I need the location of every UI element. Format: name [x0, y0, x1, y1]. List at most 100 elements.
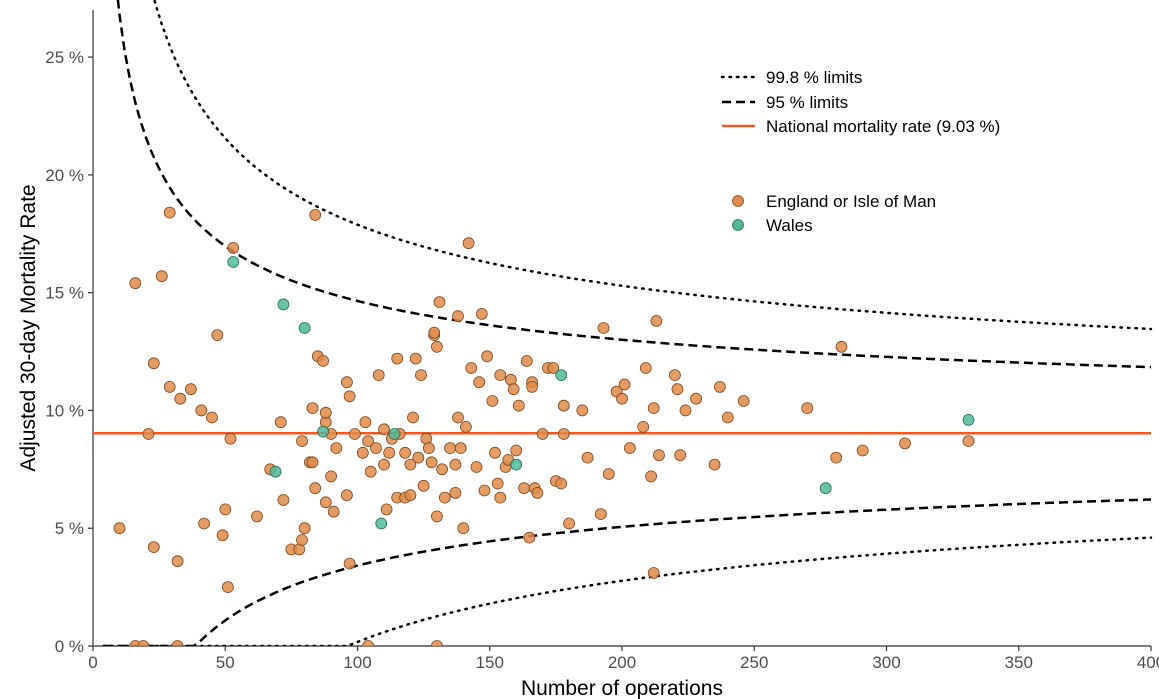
point-england	[296, 534, 308, 546]
point-england	[454, 442, 467, 455]
point-england	[690, 392, 702, 405]
point-england	[404, 458, 417, 471]
point-england	[417, 479, 430, 492]
point-england	[412, 451, 425, 464]
point-england	[452, 411, 464, 424]
point-england	[348, 428, 361, 440]
point-england	[449, 458, 462, 471]
point-england	[801, 402, 814, 415]
point-england	[616, 392, 628, 405]
point-england	[340, 376, 353, 389]
point-england	[372, 369, 385, 382]
point-england	[343, 390, 356, 403]
point-england	[452, 310, 464, 323]
point-england	[147, 541, 160, 553]
point-england	[473, 376, 486, 389]
point-england	[653, 449, 665, 462]
point-england	[211, 329, 224, 342]
limit-998-lower-line	[102, 536, 1153, 646]
point-england	[721, 411, 734, 424]
point-england	[422, 442, 435, 455]
point-england	[325, 470, 338, 483]
point-england	[364, 465, 377, 478]
point-england	[486, 395, 499, 407]
point-wales	[962, 413, 975, 426]
point-england	[407, 411, 419, 424]
point-england	[518, 482, 530, 495]
point-england	[647, 567, 660, 579]
point-england	[184, 383, 197, 396]
point-england	[298, 522, 311, 535]
point-england	[830, 451, 843, 464]
point-england	[436, 463, 449, 476]
point-england	[415, 369, 427, 382]
point-england	[491, 477, 504, 490]
point-england	[526, 380, 538, 393]
point-england	[219, 503, 232, 516]
point-england	[557, 428, 570, 440]
limit-95-upper-line	[116, 0, 1152, 369]
point-wales	[388, 428, 401, 440]
point-wales	[510, 458, 523, 471]
point-england	[457, 522, 470, 535]
point-england	[277, 494, 290, 506]
point-england	[602, 468, 615, 480]
point-wales	[819, 482, 832, 495]
point-england	[306, 402, 319, 415]
legend-label-998-limits: 99.8 % limits	[766, 68, 862, 87]
point-england	[489, 446, 501, 459]
limit-95-lower-line	[103, 498, 1152, 646]
y-tick-label: 20 %	[45, 166, 84, 185]
point-england	[296, 435, 308, 448]
point-england	[340, 489, 353, 502]
control-limits	[102, 0, 1153, 646]
point-england	[433, 296, 446, 309]
point-england	[317, 355, 330, 367]
point-england	[174, 392, 187, 405]
x-tick-label: 350	[1005, 653, 1033, 672]
point-wales	[269, 465, 282, 478]
point-england	[624, 442, 636, 455]
point-england	[327, 505, 340, 518]
point-england	[674, 449, 687, 462]
y-tick-label: 10 %	[45, 401, 84, 420]
point-england	[383, 446, 396, 459]
point-england	[163, 206, 176, 219]
point-england	[428, 326, 441, 339]
x-tick-label: 150	[476, 653, 504, 672]
y-tick-label: 15 %	[45, 284, 84, 303]
legend-symbol-wales	[732, 219, 744, 231]
point-england	[380, 503, 393, 516]
data-points	[113, 206, 975, 646]
point-england	[647, 402, 660, 415]
point-england	[430, 340, 443, 353]
point-england	[449, 486, 462, 499]
point-england	[708, 458, 721, 471]
point-england	[227, 241, 240, 254]
point-england	[171, 640, 184, 646]
point-wales	[227, 256, 240, 268]
point-wales	[555, 369, 568, 382]
point-england	[147, 357, 160, 370]
point-england	[142, 428, 155, 440]
point-england	[714, 380, 726, 393]
legend-symbol-england	[732, 195, 744, 207]
point-england	[962, 435, 975, 448]
point-england	[637, 420, 650, 433]
point-england	[391, 352, 404, 365]
point-england	[438, 491, 451, 504]
point-england	[404, 489, 417, 502]
point-wales	[317, 425, 330, 438]
point-england	[520, 355, 533, 367]
point-england	[330, 442, 343, 455]
ticks: 0 50 100 150 200 250 300 350 400 0 % 5 % 10 % 15 % 20…	[45, 48, 1159, 672]
point-england	[494, 491, 507, 504]
point-england	[639, 362, 652, 374]
legend-label-95-limits: 95 % limits	[766, 93, 848, 112]
point-england	[216, 529, 229, 542]
point-england	[563, 517, 575, 530]
point-england	[523, 531, 536, 544]
point-england	[378, 423, 390, 436]
legend-label-wales: Wales	[766, 216, 813, 235]
point-england	[206, 411, 218, 424]
